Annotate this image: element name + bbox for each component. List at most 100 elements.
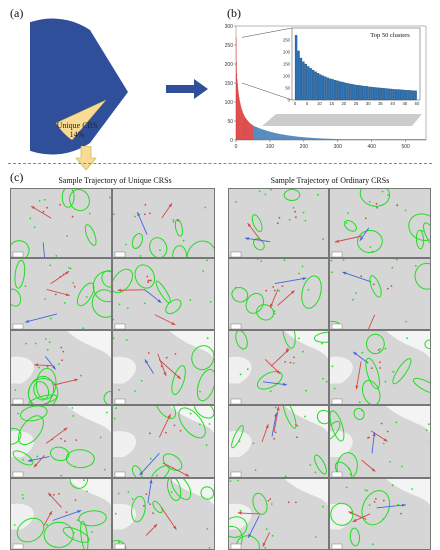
island-outline <box>361 380 381 404</box>
land-mass <box>169 331 214 360</box>
inset-bar <box>370 86 373 101</box>
panel-label-a: (a) <box>10 6 24 20</box>
arrow-head <box>77 510 82 514</box>
islet <box>391 266 394 269</box>
islet <box>34 342 37 345</box>
arrow-head <box>167 414 171 419</box>
map-tile <box>10 330 112 405</box>
islet <box>317 193 319 196</box>
map-canvas <box>230 259 322 329</box>
trajectory-point <box>60 437 62 440</box>
islet <box>273 310 276 313</box>
trajectory-arrow <box>30 205 52 219</box>
arrow-head <box>302 277 307 281</box>
island-outline <box>131 465 143 477</box>
inset-bar <box>355 85 359 101</box>
trajectory-arrow <box>158 413 172 438</box>
trajectory-point <box>152 512 154 514</box>
scale-box <box>331 471 343 477</box>
islet <box>46 523 48 526</box>
islet <box>382 442 385 445</box>
trajectory-point <box>52 493 55 496</box>
trajectory-point <box>147 279 150 282</box>
inset-bar <box>407 90 410 101</box>
islet <box>113 417 116 420</box>
island-outline <box>170 479 192 500</box>
inset-x-tick-label: 0 <box>294 101 297 106</box>
map-canvas <box>229 479 328 549</box>
trajectory-arrow <box>274 277 307 285</box>
arrow-head <box>372 432 376 437</box>
scale-box <box>114 323 126 329</box>
trajectory-point <box>149 279 151 282</box>
island-outline <box>149 237 168 257</box>
island-outline <box>423 222 430 248</box>
islet <box>73 532 75 534</box>
scale-box <box>12 323 24 329</box>
trajectory-arrow <box>157 353 167 377</box>
trajectory-point <box>375 498 377 500</box>
ordinary-label: Ordinary CRS <box>101 26 153 36</box>
inset-bar <box>346 83 349 101</box>
inset-bar <box>382 88 386 101</box>
inset-bar <box>380 87 383 101</box>
islet <box>13 524 16 526</box>
map-canvas <box>11 259 111 329</box>
trajectory-arrow <box>52 509 82 521</box>
inset-bar <box>333 79 337 101</box>
islet <box>405 320 407 323</box>
islet <box>342 259 345 261</box>
islet <box>238 440 241 443</box>
island-outline <box>191 345 214 371</box>
inset-bar <box>368 86 371 101</box>
island-outline <box>313 331 328 343</box>
inset-bar <box>336 80 339 101</box>
island-outline <box>14 259 26 289</box>
map-tile <box>228 330 329 405</box>
trajectory-point <box>165 431 167 434</box>
island-outline <box>150 465 170 477</box>
land-mass <box>113 503 137 530</box>
islet <box>38 200 41 202</box>
islet <box>414 264 417 267</box>
trajectory-arrow <box>162 462 190 477</box>
inset-bar <box>321 75 325 101</box>
island-outline <box>229 516 248 538</box>
pie-label-ordinary: Ordinary CRS 86% <box>77 26 177 48</box>
islet <box>271 534 274 537</box>
inset-bar <box>363 85 366 101</box>
inset-bar <box>414 90 417 101</box>
trajectory-point <box>396 204 399 207</box>
inset-bar <box>348 83 351 101</box>
trajectory-point <box>287 501 290 504</box>
islet <box>314 536 317 538</box>
trajectory-point <box>146 275 149 278</box>
map-canvas <box>330 406 430 477</box>
island-outline <box>359 189 390 207</box>
trajectory-arrow <box>334 235 362 243</box>
islet <box>325 380 328 383</box>
islet <box>331 271 333 274</box>
trajectory-point <box>376 206 378 209</box>
island-outline <box>172 245 187 257</box>
trajectory-point <box>272 286 275 288</box>
island-outline <box>101 270 111 288</box>
island-outline <box>11 240 30 257</box>
islet <box>368 201 371 203</box>
islet <box>345 486 348 489</box>
islet <box>83 479 85 482</box>
arrow-head <box>290 290 295 294</box>
land-mass <box>169 479 214 507</box>
island-outline <box>134 264 156 289</box>
island-outline <box>330 420 341 441</box>
islet <box>347 212 350 214</box>
island-outline <box>103 391 111 404</box>
islet <box>355 292 357 294</box>
arrow-head <box>153 524 158 528</box>
island-outline <box>69 189 90 212</box>
map-canvas <box>113 203 214 257</box>
islet <box>170 491 173 494</box>
islet <box>292 206 295 209</box>
trajectory-point <box>51 438 54 441</box>
trajectory-arrow <box>117 289 146 291</box>
